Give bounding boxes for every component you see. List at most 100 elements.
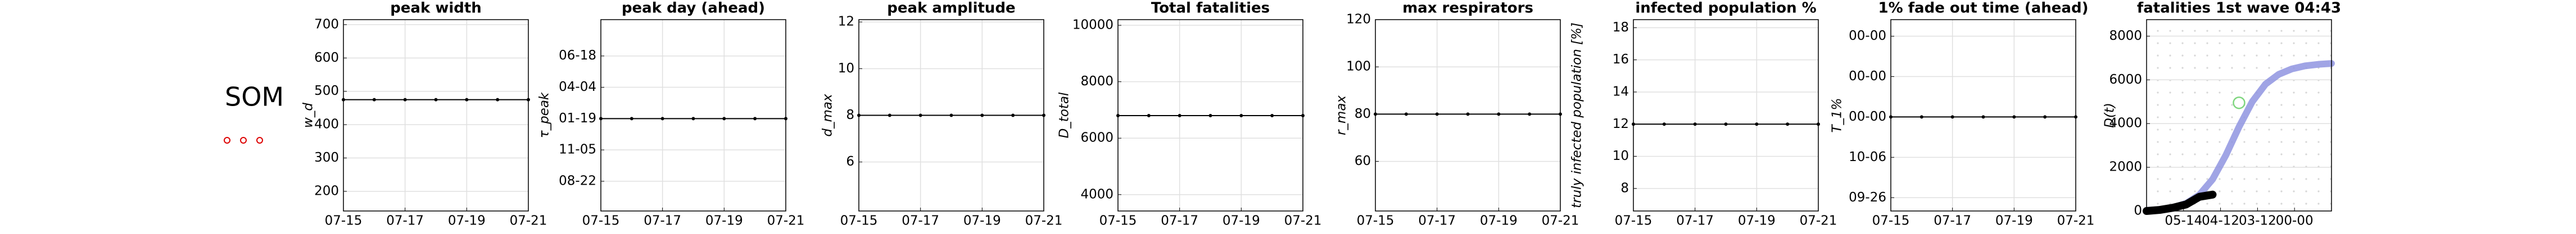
x-tick-label: 07-15 bbox=[582, 214, 620, 228]
data-point bbox=[1404, 112, 1408, 116]
chart-title: peak day (ahead) bbox=[622, 0, 765, 17]
data-point bbox=[1239, 114, 1243, 118]
data-point bbox=[496, 98, 500, 102]
x-tick-label: 07-15 bbox=[1615, 214, 1653, 228]
axes-frame bbox=[2146, 19, 2332, 212]
y-axis-label: truly infected population [%] bbox=[1570, 22, 1584, 208]
x-tick-label: 07-21 bbox=[767, 214, 805, 228]
data-point bbox=[888, 113, 891, 117]
y-tick-label: 00-00 bbox=[1849, 69, 1886, 84]
y-tick-label: 4000 bbox=[1080, 187, 1113, 201]
x-tick-label: 07-19 bbox=[705, 214, 743, 228]
x-tick-label: 07-19 bbox=[1223, 214, 1260, 228]
y-tick-label: 18 bbox=[1613, 20, 1629, 35]
y-tick-label: 400 bbox=[314, 117, 339, 132]
x-tick-label: 07-15 bbox=[1099, 214, 1137, 228]
y-tick-label: 09-26 bbox=[1849, 190, 1886, 205]
y-tick-label: 10 bbox=[838, 61, 854, 76]
side-label: SOM bbox=[225, 82, 284, 112]
data-point bbox=[1208, 114, 1212, 118]
data-point bbox=[1755, 122, 1759, 126]
legend-marker bbox=[256, 137, 263, 144]
y-tick-label: 04-04 bbox=[559, 80, 596, 94]
y-tick-label: 0 bbox=[2134, 204, 2142, 218]
y-tick-label: 8000 bbox=[1080, 74, 1113, 89]
x-tick-label: 07-21 bbox=[2057, 214, 2095, 228]
y-tick-label: 100 bbox=[1346, 59, 1371, 74]
x-tick-label: 07-15 bbox=[325, 214, 363, 228]
data-point bbox=[1497, 112, 1501, 116]
y-tick-label: 10000 bbox=[1072, 18, 1113, 33]
chart-title: max respirators bbox=[1402, 0, 1533, 17]
series-marker bbox=[2233, 96, 2245, 109]
y-tick-label: 300 bbox=[314, 150, 339, 165]
x-tick-label: 03-12 bbox=[2239, 214, 2276, 228]
series-line bbox=[2143, 190, 2217, 215]
chart-title: peak amplitude bbox=[887, 0, 1015, 17]
data-point bbox=[403, 98, 407, 102]
data-point bbox=[1981, 115, 1985, 119]
plot-background bbox=[2147, 20, 2331, 211]
data-point bbox=[1693, 122, 1697, 126]
x-tick-label: 07-19 bbox=[1738, 214, 1776, 228]
y-tick-label: 06-18 bbox=[559, 48, 596, 63]
y-tick-label: 08-22 bbox=[559, 173, 596, 188]
y-tick-label: 500 bbox=[314, 84, 339, 98]
x-tick-label: 07-21 bbox=[510, 214, 547, 228]
y-tick-label: 700 bbox=[314, 17, 339, 31]
y-axis-label: d_max bbox=[821, 94, 835, 137]
y-tick-label: 16 bbox=[1613, 52, 1629, 67]
axes-frame bbox=[1375, 19, 1561, 212]
y-axis-label: τ_peak bbox=[537, 91, 552, 138]
y-tick-label: 14 bbox=[1613, 84, 1629, 99]
data-point bbox=[1724, 122, 1728, 126]
data-point bbox=[1950, 115, 1954, 119]
chart-title: peak width bbox=[390, 0, 482, 17]
data-point bbox=[1466, 112, 1470, 116]
y-tick-label: 6000 bbox=[2109, 72, 2142, 87]
data-point bbox=[949, 113, 953, 117]
x-tick-label: 07-17 bbox=[1676, 214, 1714, 228]
x-tick-label: 05-14 bbox=[2165, 214, 2202, 228]
x-tick-label: 07-17 bbox=[902, 214, 939, 228]
legend-marker bbox=[224, 137, 230, 144]
axes-frame bbox=[600, 19, 786, 212]
x-tick-label: 07-19 bbox=[963, 214, 1001, 228]
data-point bbox=[1270, 114, 1274, 118]
legend-marker bbox=[240, 137, 247, 144]
y-tick-label: 2000 bbox=[2109, 160, 2142, 175]
y-tick-label: 12 bbox=[838, 15, 854, 29]
y-tick-label: 4000 bbox=[2109, 116, 2142, 131]
x-tick-label: 07-15 bbox=[840, 214, 878, 228]
axes-frame bbox=[1890, 19, 2076, 212]
chart-title: 1% fade out time (ahead) bbox=[1878, 0, 2089, 17]
data-point bbox=[691, 117, 695, 121]
y-tick-label: 12 bbox=[1613, 117, 1629, 131]
data-point bbox=[1011, 113, 1015, 117]
data-point bbox=[918, 113, 922, 117]
y-tick-label: 600 bbox=[314, 51, 339, 65]
axes-frame bbox=[1633, 19, 1819, 212]
y-tick-label: 10-06 bbox=[1849, 150, 1886, 164]
x-tick-label: 07-21 bbox=[1800, 214, 1837, 228]
x-tick-label: 07-19 bbox=[448, 214, 486, 228]
x-tick-label: 07-19 bbox=[1480, 214, 1518, 228]
y-tick-label: 01-19 bbox=[559, 111, 596, 126]
data-point bbox=[1178, 114, 1181, 118]
data-point bbox=[2043, 115, 2047, 119]
data-point bbox=[434, 98, 438, 102]
y-axis-label: D(t) bbox=[2103, 103, 2117, 128]
x-tick-label: 04-12 bbox=[2202, 214, 2239, 228]
x-tick-label: 07-19 bbox=[1995, 214, 2033, 228]
y-tick-label: 8000 bbox=[2109, 29, 2142, 43]
x-tick-label: 07-17 bbox=[1934, 214, 1971, 228]
x-tick-label: 07-17 bbox=[1161, 214, 1198, 228]
data-point bbox=[1662, 122, 1666, 126]
x-tick-label: 07-15 bbox=[1357, 214, 1395, 228]
data-point bbox=[1435, 112, 1439, 116]
y-tick-label: 00-00 bbox=[1849, 109, 1886, 124]
y-tick-label: 80 bbox=[1355, 107, 1371, 121]
y-axis-label: r_max bbox=[1334, 95, 1349, 135]
